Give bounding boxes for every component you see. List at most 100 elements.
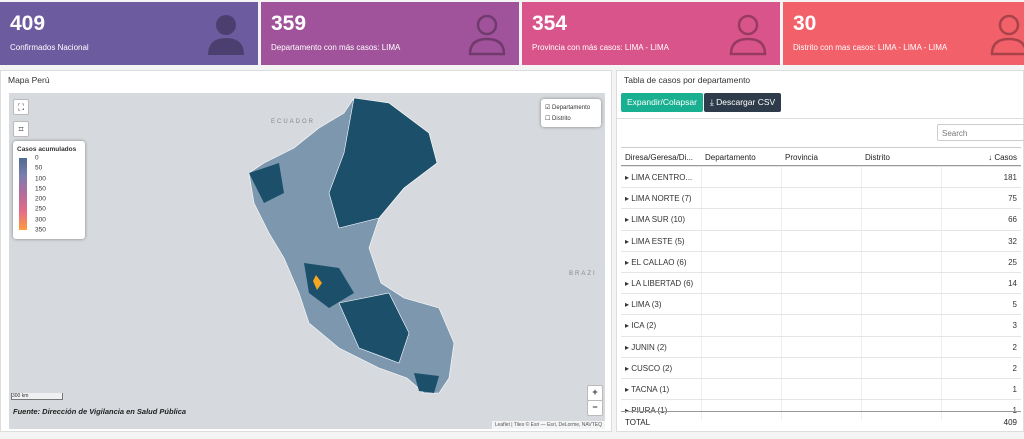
table-row[interactable]: ▸ LIMA CENTRO... 181 bbox=[621, 166, 1021, 187]
card-label: Confirmados Nacional bbox=[10, 43, 89, 52]
cell-divider bbox=[861, 272, 862, 293]
cell-divider bbox=[941, 188, 942, 209]
row-name: ▸ EL CALLAO (6) bbox=[625, 257, 687, 267]
cell-divider bbox=[781, 209, 782, 230]
cell-divider bbox=[861, 294, 862, 315]
table-row[interactable]: ▸ LIMA NORTE (7) 75 bbox=[621, 187, 1021, 209]
value-card: 359 Departamento con más casos: LIMA bbox=[261, 2, 519, 65]
row-cases: 1 bbox=[1012, 406, 1017, 416]
legend-tick: 100 bbox=[35, 175, 46, 183]
table-row[interactable]: ▸ LA LIBERTAD (6) 14 bbox=[621, 271, 1021, 293]
row-label: EL CALLAO (6) bbox=[631, 257, 687, 267]
layer-control: ☑ Departamento ☐ Distrito bbox=[541, 99, 601, 127]
table-row[interactable]: ▸ LIMA ESTE (5) 32 bbox=[621, 229, 1021, 251]
zoom-out[interactable]: − bbox=[587, 400, 603, 416]
row-name: ▸ LIMA NORTE (7) bbox=[625, 194, 692, 204]
cell-divider bbox=[941, 251, 942, 272]
card-value: 30 bbox=[793, 12, 817, 35]
table-row[interactable]: ▸ ICA (2) 3 bbox=[621, 314, 1021, 336]
expand-button[interactable]: Expandir/Colapsar bbox=[621, 93, 703, 112]
row-label: JUNIN (2) bbox=[631, 342, 667, 352]
map-label: ECUADOR bbox=[271, 119, 316, 125]
card-value: 354 bbox=[532, 12, 568, 35]
cell-divider bbox=[781, 167, 782, 187]
download-button[interactable]: ⤓ Descargar CSV bbox=[704, 93, 782, 112]
row-label: LIMA CENTRO... bbox=[631, 173, 693, 182]
total-label: TOTAL bbox=[625, 418, 651, 427]
row-label: LIMA ESTE (5) bbox=[631, 236, 685, 246]
value-card: 354 Provincia con más casos: LIMA - LIMA bbox=[522, 2, 780, 65]
button-label: Descargar CSV bbox=[716, 97, 776, 107]
search-input[interactable]: Search bbox=[937, 124, 1024, 141]
row-cases: 14 bbox=[1008, 278, 1017, 288]
row-name: ▸ LIMA SUR (10) bbox=[625, 215, 686, 225]
row-name: ▸ LA LIBERTAD (6) bbox=[625, 278, 694, 288]
cell-divider bbox=[861, 230, 862, 251]
map[interactable]: ECUADOR BRAZI ⛶ ⌗ Casos acumulados 0 50 10… bbox=[9, 93, 605, 429]
row-cases: 2 bbox=[1012, 342, 1017, 352]
measure-button[interactable]: ⌗ bbox=[13, 121, 29, 137]
row-cases: 32 bbox=[1008, 236, 1017, 246]
header-label: Casos bbox=[994, 153, 1017, 162]
legend-tick: 50 bbox=[35, 164, 43, 172]
cell-divider bbox=[941, 272, 942, 293]
legend-gradient bbox=[19, 158, 27, 230]
cell-divider bbox=[701, 188, 702, 209]
row-name: ▸ JUNIN (2) bbox=[625, 342, 667, 352]
row-label: ICA (2) bbox=[631, 321, 657, 331]
column-header[interactable]: ↓ Casos bbox=[988, 153, 1017, 162]
table-row[interactable]: ▸ CUSCO (2) 2 bbox=[621, 356, 1021, 378]
cell-divider bbox=[941, 378, 942, 399]
table-row[interactable]: ▸ LIMA (3) 5 bbox=[621, 293, 1021, 315]
user-icon bbox=[990, 14, 1024, 56]
card-value: 409 bbox=[10, 12, 46, 35]
table-row[interactable]: ▸ TACNA (1) 1 bbox=[621, 377, 1021, 399]
cell-divider bbox=[861, 251, 862, 272]
cell-divider bbox=[701, 167, 702, 187]
cell-divider bbox=[701, 272, 702, 293]
layer-option[interactable]: ☐ Distrito bbox=[545, 116, 571, 122]
value-card: 409 Confirmados Nacional bbox=[0, 2, 258, 65]
row-name: ▸ PIURA (1) bbox=[625, 406, 668, 416]
card-label: Departamento con más casos: LIMA bbox=[271, 43, 401, 52]
panel-title: Tabla de casos por departamento bbox=[624, 75, 751, 85]
cell-divider bbox=[941, 167, 942, 187]
table-panel: Tabla de casos por departamento Expandir… bbox=[616, 70, 1024, 432]
cell-divider bbox=[701, 315, 702, 336]
layer-option[interactable]: ☑ Departamento bbox=[545, 105, 591, 111]
column-header[interactable]: Departamento bbox=[705, 153, 756, 162]
fullscreen-button[interactable]: ⛶ bbox=[13, 99, 29, 115]
cell-divider bbox=[781, 315, 782, 336]
row-cases: 3 bbox=[1012, 321, 1017, 331]
cell-divider bbox=[701, 209, 702, 230]
table-header: Diresa/Geresa/Di... Departamento Provincia… bbox=[621, 147, 1021, 166]
user-icon bbox=[208, 15, 244, 55]
table-row[interactable]: ▸ PIURA (1) 1 bbox=[621, 399, 1021, 421]
cell-divider bbox=[861, 209, 862, 230]
row-label: LIMA NORTE (7) bbox=[631, 194, 692, 204]
table-row[interactable]: ▸ EL CALLAO (6) 25 bbox=[621, 250, 1021, 272]
cell-divider bbox=[861, 378, 862, 399]
row-label: LIMA SUR (10) bbox=[631, 215, 686, 225]
column-header[interactable]: Provincia bbox=[785, 153, 818, 162]
cell-divider bbox=[781, 336, 782, 357]
row-cases: 25 bbox=[1008, 257, 1017, 267]
legend-tick: 300 bbox=[35, 216, 46, 224]
cell-divider bbox=[701, 378, 702, 399]
panel-title: Mapa Perú bbox=[8, 75, 50, 85]
table-row[interactable]: ▸ JUNIN (2) 2 bbox=[621, 335, 1021, 357]
row-name: ▸ TACNA (1) bbox=[625, 384, 670, 394]
column-header[interactable]: Distrito bbox=[865, 153, 890, 162]
zoom-in[interactable]: + bbox=[587, 385, 603, 401]
table-row[interactable]: ▸ LIMA SUR (10) 66 bbox=[621, 208, 1021, 230]
column-header[interactable]: Diresa/Geresa/Di... bbox=[625, 153, 693, 162]
table-total: TOTAL 409 bbox=[621, 411, 1021, 432]
attribution: Leaflet | Tiles © Esri — Esri, DeLorme, … bbox=[491, 421, 605, 429]
data-table: Diresa/Geresa/Di... Departamento Provincia… bbox=[621, 147, 1021, 421]
row-name: ▸ ICA (2) bbox=[625, 321, 657, 331]
cell-divider bbox=[701, 294, 702, 315]
row-label: LIMA (3) bbox=[631, 300, 662, 310]
map-label: BRAZI bbox=[569, 271, 597, 277]
cell-divider bbox=[701, 251, 702, 272]
legend-title: Casos acumulados bbox=[17, 146, 77, 153]
